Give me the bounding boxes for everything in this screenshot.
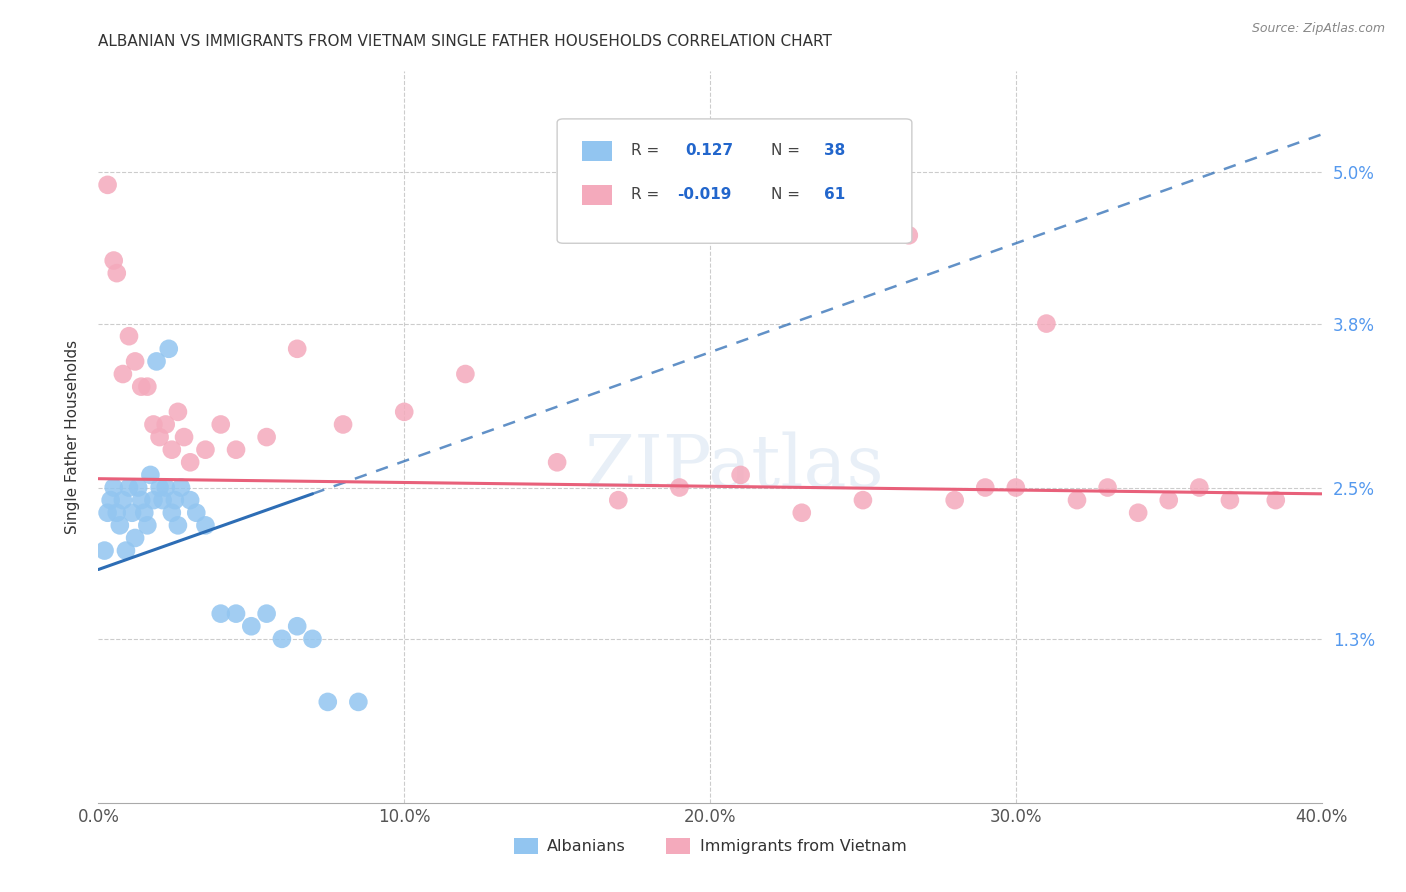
Point — [142, 417, 165, 432]
Text: N =: N = — [772, 143, 806, 158]
Point — [142, 493, 165, 508]
Point — [1264, 493, 1286, 508]
Point — [111, 493, 134, 508]
Point — [136, 518, 159, 533]
Point — [1097, 481, 1119, 495]
Point — [127, 481, 149, 495]
Point — [285, 342, 308, 356]
Point — [225, 442, 247, 457]
Point — [149, 481, 172, 495]
Point — [157, 342, 180, 356]
Point — [129, 493, 152, 508]
Point — [100, 493, 122, 508]
Point — [103, 253, 125, 268]
Point — [139, 467, 162, 482]
Point — [145, 354, 167, 368]
Point — [347, 695, 370, 709]
Point — [1004, 481, 1026, 495]
Point — [301, 632, 323, 646]
Point — [1157, 493, 1180, 508]
Y-axis label: Single Father Households: Single Father Households — [65, 340, 80, 534]
Point — [103, 481, 125, 495]
Legend: Albanians, Immigrants from Vietnam: Albanians, Immigrants from Vietnam — [508, 831, 912, 861]
Point — [256, 607, 278, 621]
Point — [170, 481, 193, 495]
Point — [124, 354, 146, 368]
Point — [118, 481, 141, 495]
Text: Source: ZipAtlas.com: Source: ZipAtlas.com — [1251, 22, 1385, 36]
Point — [392, 405, 416, 419]
Point — [943, 493, 966, 508]
Point — [1188, 481, 1211, 495]
Point — [179, 455, 201, 469]
Point — [111, 367, 134, 381]
Point — [285, 619, 308, 633]
Point — [852, 493, 875, 508]
Point — [186, 506, 208, 520]
FancyBboxPatch shape — [582, 186, 612, 205]
Point — [668, 481, 690, 495]
Point — [209, 417, 232, 432]
Point — [240, 619, 263, 633]
Point — [897, 228, 920, 243]
Text: 0.127: 0.127 — [686, 143, 734, 158]
Point — [134, 506, 156, 520]
Point — [790, 506, 813, 520]
Point — [974, 481, 997, 495]
Point — [115, 543, 138, 558]
Point — [607, 493, 630, 508]
Text: R =: R = — [630, 186, 664, 202]
Text: ZIPatlas: ZIPatlas — [585, 431, 884, 501]
Point — [1066, 493, 1088, 508]
Point — [546, 455, 568, 469]
Point — [124, 531, 146, 545]
Point — [194, 518, 217, 533]
FancyBboxPatch shape — [582, 141, 612, 161]
Point — [194, 442, 217, 457]
Point — [160, 442, 183, 457]
Point — [167, 518, 190, 533]
Text: 38: 38 — [824, 143, 845, 158]
Point — [1035, 317, 1057, 331]
Text: 61: 61 — [824, 186, 845, 202]
FancyBboxPatch shape — [557, 119, 912, 244]
Text: -0.019: -0.019 — [678, 186, 731, 202]
Point — [454, 367, 477, 381]
Text: N =: N = — [772, 186, 806, 202]
Point — [256, 430, 278, 444]
Point — [155, 481, 177, 495]
Point — [1128, 506, 1150, 520]
Point — [155, 417, 177, 432]
Point — [179, 493, 201, 508]
Point — [118, 329, 141, 343]
Point — [316, 695, 339, 709]
Point — [270, 632, 294, 646]
Text: ALBANIAN VS IMMIGRANTS FROM VIETNAM SINGLE FATHER HOUSEHOLDS CORRELATION CHART: ALBANIAN VS IMMIGRANTS FROM VIETNAM SING… — [98, 35, 832, 49]
Point — [108, 518, 131, 533]
Point — [121, 506, 143, 520]
Point — [152, 493, 174, 508]
Point — [160, 506, 183, 520]
Point — [93, 543, 115, 558]
Point — [97, 178, 120, 192]
Point — [163, 493, 186, 508]
Point — [209, 607, 232, 621]
Point — [97, 506, 120, 520]
Point — [149, 430, 172, 444]
Point — [129, 379, 152, 393]
Point — [730, 467, 752, 482]
Point — [105, 506, 128, 520]
Point — [332, 417, 354, 432]
Point — [105, 266, 128, 280]
Text: R =: R = — [630, 143, 664, 158]
Point — [225, 607, 247, 621]
Point — [173, 430, 195, 444]
Point — [167, 405, 190, 419]
Point — [136, 379, 159, 393]
Point — [1219, 493, 1241, 508]
